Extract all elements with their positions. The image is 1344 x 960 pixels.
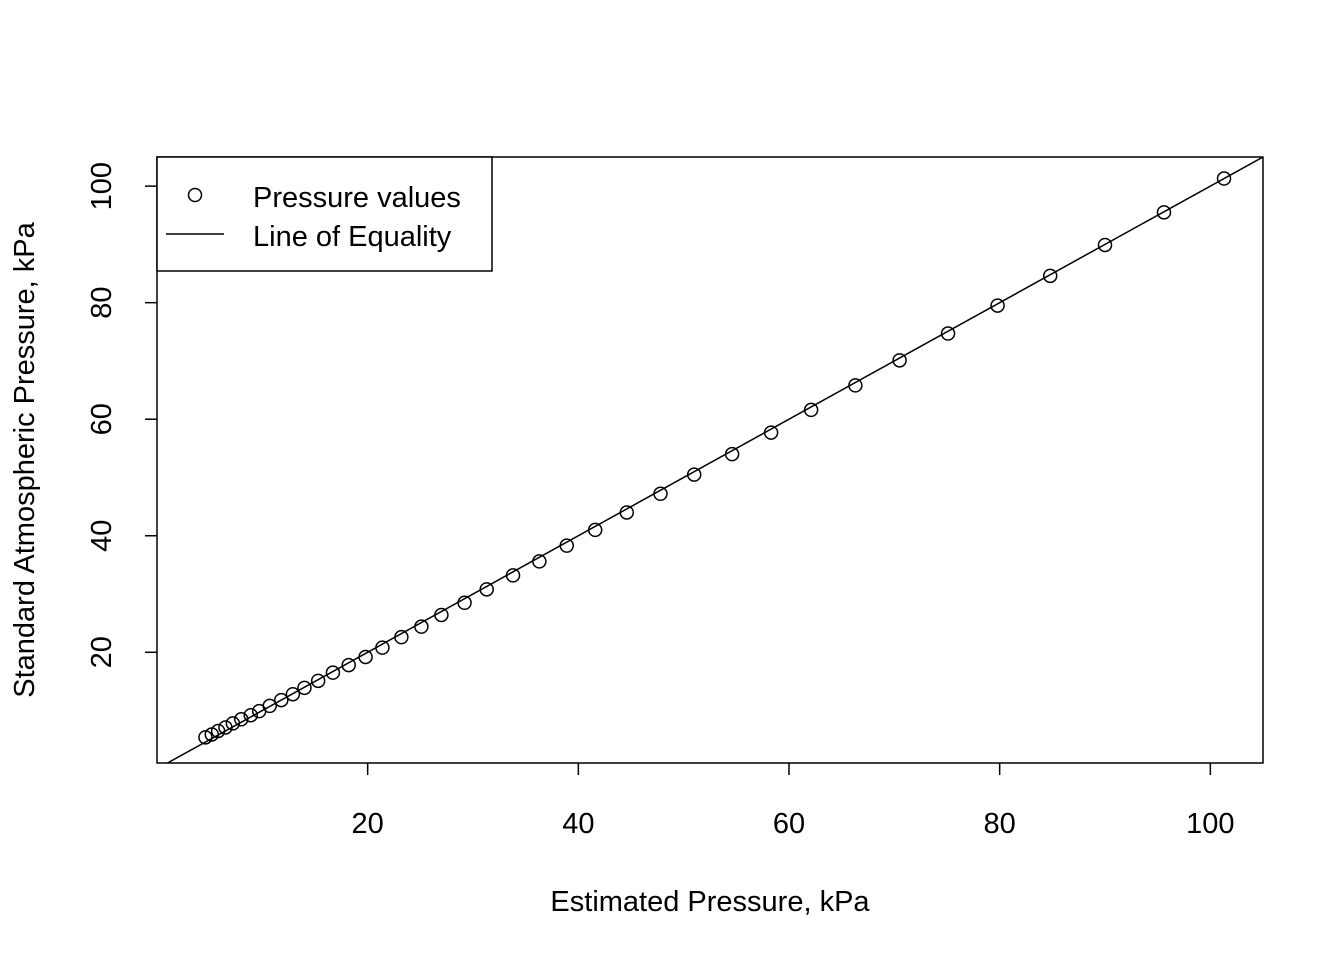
y-axis-title: Standard Atmospheric Pressure, kPa bbox=[9, 221, 41, 697]
x-tick-label: 20 bbox=[352, 808, 384, 840]
data-point bbox=[225, 716, 241, 731]
plot-frame bbox=[156, 156, 1264, 764]
x-axis-title: Estimated Pressure, kPa bbox=[550, 886, 870, 918]
data-point bbox=[434, 607, 449, 623]
y-tick-label: 60 bbox=[86, 403, 118, 435]
data-point bbox=[325, 665, 341, 680]
data-point bbox=[619, 505, 635, 520]
data-point bbox=[375, 640, 390, 655]
line-of-equality bbox=[165, 157, 1263, 763]
data-point bbox=[243, 707, 258, 723]
data-point bbox=[341, 657, 356, 673]
y-tick-label: 20 bbox=[86, 636, 118, 668]
data-point bbox=[505, 568, 521, 583]
data-point bbox=[803, 402, 819, 418]
data-point bbox=[892, 353, 907, 368]
x-tick-label: 100 bbox=[1186, 808, 1234, 840]
data-point bbox=[587, 522, 603, 538]
data-point bbox=[457, 595, 472, 611]
y-tick-label: 40 bbox=[86, 520, 118, 552]
legend-circle-symbol bbox=[187, 187, 203, 203]
data-point bbox=[1097, 237, 1113, 253]
y-axis: 20 40 60 80 100 bbox=[86, 162, 157, 668]
legend-label-pressure-values: Pressure values bbox=[253, 182, 461, 214]
y-tick-label: 100 bbox=[86, 162, 118, 210]
data-point bbox=[285, 686, 301, 702]
legend-label-line-of-equality: Line of Equality bbox=[253, 221, 452, 253]
x-tick-label: 80 bbox=[984, 808, 1016, 840]
data-point bbox=[848, 378, 863, 393]
data-point bbox=[724, 446, 740, 462]
legend-box bbox=[156, 156, 493, 272]
data-point bbox=[218, 720, 233, 735]
data-point bbox=[234, 712, 249, 727]
data-point bbox=[479, 582, 494, 597]
data-point bbox=[1216, 171, 1232, 186]
data-point bbox=[1156, 205, 1172, 220]
data-point bbox=[204, 727, 220, 742]
data-point bbox=[653, 486, 668, 502]
data-point bbox=[394, 629, 409, 645]
data-point bbox=[358, 649, 373, 665]
x-tick-label: 40 bbox=[562, 808, 594, 840]
data-point bbox=[297, 680, 312, 696]
data-point bbox=[414, 619, 429, 634]
data-point bbox=[686, 467, 702, 482]
data-point bbox=[532, 554, 547, 569]
data-point bbox=[1042, 268, 1058, 284]
legend: Pressure values Line of Equality bbox=[156, 156, 493, 272]
x-tick-label: 60 bbox=[773, 808, 805, 840]
data-point bbox=[990, 298, 1005, 313]
x-axis: 20 40 60 80 100 bbox=[352, 763, 1235, 840]
data-point bbox=[940, 326, 956, 341]
data-point bbox=[274, 692, 289, 708]
data-point bbox=[763, 425, 779, 440]
data-point bbox=[251, 703, 267, 719]
y-tick-label: 80 bbox=[86, 287, 118, 319]
data-point bbox=[198, 730, 213, 745]
data-point bbox=[310, 673, 326, 689]
data-point bbox=[559, 538, 574, 553]
